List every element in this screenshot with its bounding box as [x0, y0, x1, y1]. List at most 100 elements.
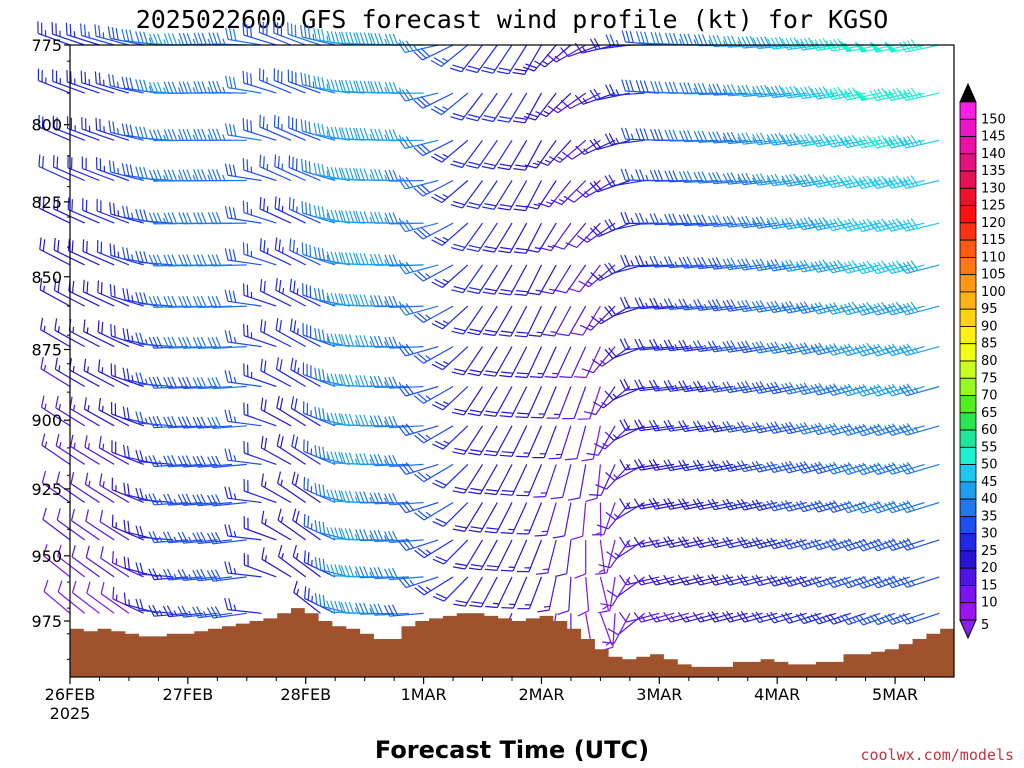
wind-barb: [708, 83, 748, 96]
plot-background: [70, 45, 954, 677]
wind-barb: [70, 508, 100, 541]
wind-barb: [148, 416, 188, 429]
wind-barb: [96, 240, 130, 266]
wind-barb: [498, 305, 528, 337]
wind-barb: [398, 462, 439, 475]
wind-barb: [483, 346, 513, 377]
wind-barb: [898, 500, 940, 514]
wind-barb: [355, 375, 395, 388]
wind-barb: [549, 139, 587, 163]
wind-barb: [431, 180, 469, 204]
colorbar-swatch: [959, 533, 977, 552]
wind-barb: [737, 84, 778, 98]
wind-barb: [450, 222, 483, 252]
wind-barb: [512, 44, 543, 75]
wind-barb: [208, 80, 247, 94]
wind-barb: [384, 295, 424, 308]
colorbar-label: 25: [981, 544, 998, 559]
wind-barb: [679, 82, 719, 95]
wind-barb: [39, 277, 71, 307]
wind-barb: [884, 612, 925, 625]
wind-barb: [242, 70, 277, 94]
wind-barb: [97, 320, 130, 348]
wind-barb: [177, 493, 218, 506]
wind-barb: [708, 131, 748, 144]
wind-barb: [122, 328, 159, 348]
wind-barb: [414, 501, 454, 521]
wind-barb: [825, 576, 866, 589]
wind-barb: [432, 425, 469, 450]
wind-barb: [340, 528, 380, 541]
colorbar-swatch: [959, 291, 977, 310]
wind-barb: [135, 208, 174, 224]
wind-barb: [484, 539, 513, 571]
wind-barb: [576, 222, 616, 243]
wind-barb: [207, 254, 247, 267]
wind-barb: [548, 425, 572, 460]
wind-barb: [355, 566, 395, 579]
wind-barb: [634, 255, 675, 268]
wind-barb: [678, 298, 719, 311]
wind-barb: [384, 376, 424, 389]
wind-barb: [292, 508, 321, 541]
wind-barb: [369, 566, 409, 580]
wind-barb: [108, 160, 144, 182]
wind-barb: [663, 256, 704, 269]
x-tick-label: 28FEB: [280, 685, 331, 704]
wind-barb: [110, 323, 144, 348]
wind-barb: [578, 264, 616, 288]
wind-barb: [242, 200, 277, 224]
wind-barb: [467, 386, 498, 417]
wind-barb: [242, 242, 277, 266]
wind-barb: [71, 545, 100, 578]
wind-barb: [559, 346, 587, 379]
wind-barb: [482, 222, 513, 253]
x-axis-title: Forecast Time (UTC): [375, 736, 649, 764]
wind-barb: [497, 180, 528, 211]
wind-barb: [707, 214, 748, 228]
wind-barb: [242, 118, 277, 141]
wind-barb: [66, 69, 100, 94]
wind-barb: [71, 580, 100, 614]
wind-barb: [192, 295, 233, 309]
wind-barb: [431, 139, 469, 163]
wind-barb: [693, 82, 734, 96]
wind-barb: [537, 576, 557, 613]
wind-barb: [135, 31, 174, 46]
wind-barb: [224, 486, 262, 504]
wind-barb: [109, 243, 144, 266]
wind-barb: [148, 493, 188, 506]
wind-barb: [449, 44, 483, 73]
colorbar-label: 70: [981, 389, 998, 404]
wind-barb: [596, 502, 631, 530]
wind-barb: [369, 375, 409, 388]
wind-barb: [288, 197, 321, 224]
wind-barb: [679, 130, 719, 143]
wind-barb: [499, 386, 528, 418]
wind-barb: [273, 114, 306, 141]
wind-barb: [515, 386, 543, 419]
wind-barb: [482, 264, 513, 295]
wind-barb: [450, 139, 483, 169]
wind-barb: [468, 464, 498, 495]
wind-barb: [693, 256, 734, 270]
wind-barb: [413, 44, 454, 61]
wind-barb: [541, 264, 572, 295]
wind-barb: [40, 356, 71, 388]
wind-barb: [314, 328, 351, 348]
y-tick-label: 975: [31, 612, 62, 631]
y-axis: 775 800 825 850 875 900 925 950 975: [31, 36, 70, 660]
wind-barb: [534, 502, 557, 537]
wind-barb: [275, 278, 306, 307]
wind-barb: [523, 92, 557, 121]
wind-barb: [260, 358, 292, 388]
colorbar-label: 135: [981, 164, 1006, 179]
wind-barb: [384, 336, 424, 349]
wind-barb: [557, 576, 572, 615]
x-tick-label: 26FEB: [45, 685, 96, 704]
wind-barb: [678, 170, 719, 183]
wind-barb: [567, 464, 587, 501]
x-tick-year-label: 2025: [50, 704, 91, 723]
wind-barb: [370, 211, 409, 224]
wind-barb: [384, 567, 424, 581]
